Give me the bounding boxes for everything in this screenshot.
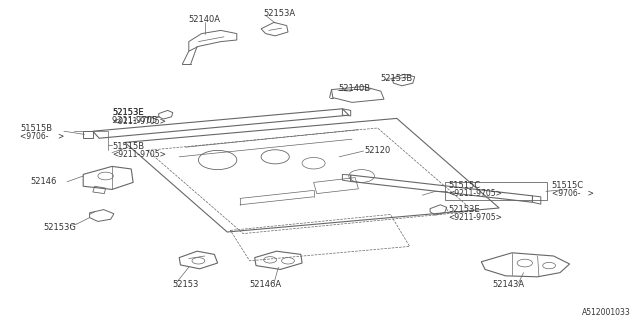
Text: 52153B: 52153B — [380, 74, 412, 83]
Text: A512001033: A512001033 — [582, 308, 630, 317]
Text: <9706-   >: <9706- > — [552, 189, 593, 198]
Text: 52153G: 52153G — [44, 223, 76, 232]
Text: <9211-9705>: <9211-9705> — [448, 213, 502, 222]
Text: 52146: 52146 — [31, 177, 57, 186]
Text: <9211-9705>: <9211-9705> — [112, 150, 166, 159]
Text: 52153E: 52153E — [112, 108, 143, 117]
Text: <9706-    >: <9706- > — [20, 132, 65, 141]
Text: 51515B: 51515B — [112, 142, 144, 151]
Text: 52140A: 52140A — [189, 15, 221, 24]
Text: 52140B: 52140B — [338, 84, 370, 93]
Text: 51515C: 51515C — [552, 181, 584, 190]
Text: 52153E: 52153E — [112, 108, 143, 117]
Text: 52143A: 52143A — [493, 280, 525, 289]
Text: <9211-9705>: <9211-9705> — [112, 117, 166, 126]
Text: 52153A: 52153A — [264, 9, 296, 18]
Text: 52153: 52153 — [173, 280, 199, 289]
Text: 51515C: 51515C — [448, 181, 480, 190]
Text: 51515B: 51515B — [20, 124, 52, 133]
Text: 52153E: 52153E — [448, 205, 479, 214]
Text: <9211-9705>: <9211-9705> — [448, 189, 502, 198]
Text: 52120: 52120 — [365, 146, 391, 155]
Text: 52146A: 52146A — [250, 280, 282, 289]
Text: 9211-9705: 9211-9705 — [112, 116, 157, 125]
